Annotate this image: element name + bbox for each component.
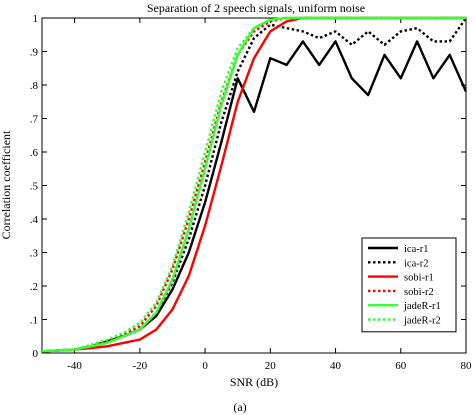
series-line-jadeR-r2 xyxy=(42,16,466,353)
legend-label: ica-r1 xyxy=(404,244,428,255)
x-tick-label: 60 xyxy=(395,360,407,372)
x-tick-label: 20 xyxy=(265,360,277,372)
y-axis-label: Correlation coefficient xyxy=(0,130,13,239)
chart-title: Separation of 2 speech signals, uniform … xyxy=(147,1,365,15)
figure-caption: (a) xyxy=(233,400,246,414)
x-axis-label: SNR (dB) xyxy=(230,375,278,389)
legend-label: sobi-r1 xyxy=(404,273,434,284)
legend: ica-r1 ica-r2 sobi-r1 sobi-r2 jadeR-r1 jadeR-… xyxy=(361,237,457,333)
y-tick-label: .9 xyxy=(30,47,39,59)
y-axis: 0 .1 .2 .3 .4 .5 .6 .7 .8 .9 1 xyxy=(30,13,466,360)
legend-label: sobi-r2 xyxy=(404,287,434,298)
x-tick-label: -20 xyxy=(133,360,148,372)
y-tick-label: .8 xyxy=(30,80,39,92)
legend-box xyxy=(361,237,457,333)
y-tick-label: .7 xyxy=(30,114,39,126)
y-tick-label: .1 xyxy=(30,315,38,327)
y-tick-label: 0 xyxy=(33,348,39,360)
legend-label: jadeR-r2 xyxy=(403,316,441,327)
series-line-sobi-r2 xyxy=(42,16,466,353)
y-tick-label: .2 xyxy=(30,281,38,293)
x-tick-label: -40 xyxy=(67,360,82,372)
y-tick-label: .5 xyxy=(30,181,39,193)
x-tick-label: 40 xyxy=(330,360,342,372)
x-tick-label: 80 xyxy=(461,360,473,372)
y-tick-label: .6 xyxy=(30,147,39,159)
legend-label: jadeR-r1 xyxy=(403,301,441,312)
legend-label: ica-r2 xyxy=(404,258,428,269)
x-axis: -40 -20 0 20 40 60 80 xyxy=(67,18,472,372)
series-layer xyxy=(42,16,466,353)
y-tick-label: 1 xyxy=(33,13,39,25)
y-tick-label: .3 xyxy=(30,248,39,260)
y-tick-label: .4 xyxy=(30,214,39,226)
x-tick-label: 0 xyxy=(202,360,208,372)
